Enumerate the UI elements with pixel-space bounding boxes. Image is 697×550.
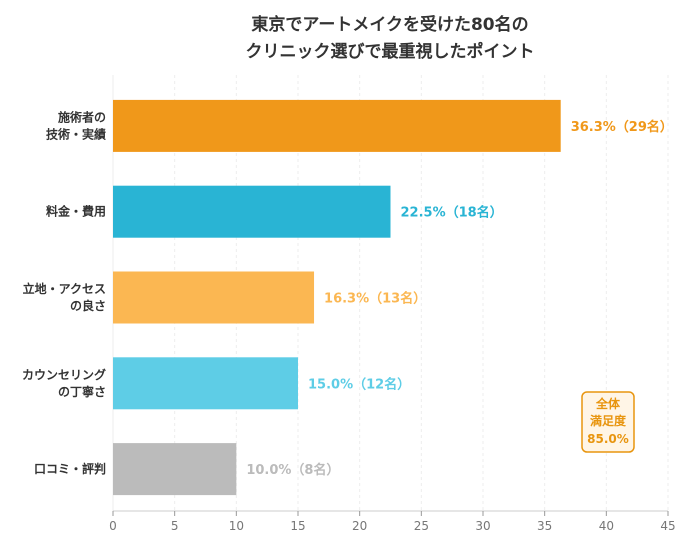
category-label: 料金・費用 [46, 204, 106, 219]
satisfaction-badge-box [581, 391, 635, 453]
data-labels: 36.3%（29名） 22.5%（18名） 16.3%（13名） 15.0%（12名）… [246, 119, 673, 478]
category-label: 口コミ・評判 [34, 461, 106, 476]
data-label: 15.0%（12名） [308, 376, 410, 392]
bar [113, 185, 391, 238]
x-tick-label: 5 [171, 519, 179, 533]
chart-title-line-1: 東京でアートメイクを受けた80名の [251, 14, 528, 35]
x-tick-label: 45 [660, 519, 675, 533]
category-labels: 施術者の技術・実績料金・費用立地・アクセスの良さカウンセリングの丁寧さ口コミ・評… [22, 109, 106, 476]
bar [113, 357, 298, 410]
satisfaction-badge: 全体 満足度 85.0% [581, 391, 635, 453]
chart-title: 東京でアートメイクを受けた80名の クリニック選びで最重視したポイント [246, 14, 535, 62]
x-tick-label: 40 [599, 519, 614, 533]
category-label: カウンセリング [22, 367, 106, 382]
satisfaction-badge-line-1: 全体 [595, 396, 621, 411]
x-tick-label: 35 [537, 519, 552, 533]
data-label: 16.3%（13名） [324, 291, 426, 307]
bar [113, 443, 237, 496]
data-label: 10.0%（8名） [246, 462, 339, 478]
satisfaction-badge-line-2: 満足度 [590, 413, 627, 428]
x-tick-label: 25 [414, 519, 429, 533]
chart-title-line-2: クリニック選びで最重視したポイント [246, 41, 535, 62]
satisfaction-badge-line-3: 85.0% [587, 432, 629, 446]
bars [113, 99, 561, 496]
bar [113, 99, 561, 152]
category-label: 立地・アクセス [23, 281, 106, 296]
x-axis-ticks: 0 5 10 15 20 25 30 35 40 45 [109, 511, 676, 533]
x-tick-label: 0 [109, 519, 117, 533]
x-tick-label: 10 [229, 519, 244, 533]
data-label: 22.5%（18名） [401, 205, 503, 221]
category-label: の良さ [70, 298, 106, 313]
category-label: 施術者の [58, 109, 106, 124]
data-label: 36.3%（29名） [571, 119, 673, 135]
category-label: 技術・実績 [46, 126, 106, 141]
x-tick-label: 15 [290, 519, 305, 533]
bar [113, 271, 315, 324]
category-label: の丁寧さ [58, 384, 106, 399]
x-tick-label: 30 [475, 519, 490, 533]
x-tick-label: 20 [352, 519, 367, 533]
